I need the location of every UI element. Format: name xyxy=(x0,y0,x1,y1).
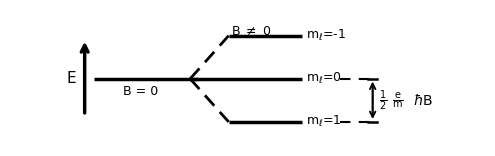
Text: E: E xyxy=(66,71,76,86)
Text: B = 0: B = 0 xyxy=(123,85,158,98)
Text: m$_\ell$=0: m$_\ell$=0 xyxy=(305,71,342,86)
Text: $\hbar\mathrm{B}$: $\hbar\mathrm{B}$ xyxy=(413,93,434,108)
Text: m$_\ell$=-1: m$_\ell$=-1 xyxy=(305,28,346,43)
Text: $\frac{1}{2}$: $\frac{1}{2}$ xyxy=(379,88,387,112)
Text: m$_\ell$=1: m$_\ell$=1 xyxy=(305,114,341,129)
Text: B $\neq$ 0: B $\neq$ 0 xyxy=(231,25,272,38)
Text: $\frac{\mathrm{e}}{\mathrm{m}}$: $\frac{\mathrm{e}}{\mathrm{m}}$ xyxy=(393,90,404,110)
